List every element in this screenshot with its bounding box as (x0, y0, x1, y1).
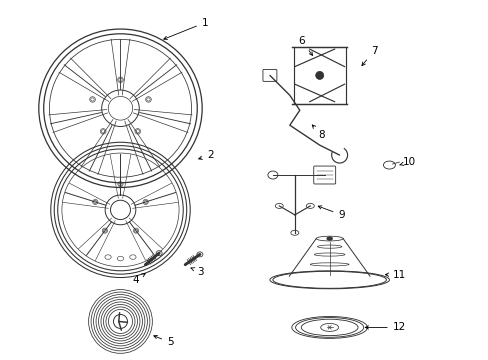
Text: 7: 7 (361, 45, 377, 66)
Text: 6: 6 (298, 36, 312, 55)
Text: 12: 12 (365, 323, 405, 332)
Text: 8: 8 (312, 125, 325, 140)
Text: 10: 10 (399, 157, 415, 167)
Ellipse shape (315, 71, 323, 80)
Text: 11: 11 (385, 270, 405, 280)
Text: 3: 3 (191, 267, 203, 276)
Text: 1: 1 (163, 18, 208, 40)
Text: 9: 9 (318, 206, 344, 220)
Ellipse shape (326, 237, 331, 240)
Text: 5: 5 (154, 336, 173, 347)
Text: 4: 4 (132, 274, 145, 285)
Text: 2: 2 (198, 150, 213, 160)
